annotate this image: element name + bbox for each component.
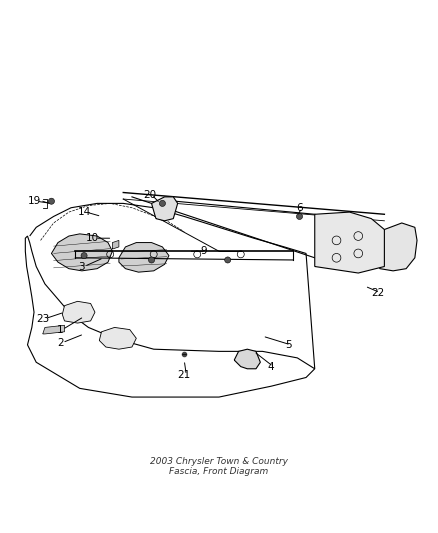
PathPatch shape [99,327,136,349]
Circle shape [48,198,54,204]
Text: 2: 2 [57,338,64,348]
Text: 4: 4 [268,361,275,372]
Text: 23: 23 [36,314,49,324]
Text: 2003 Chrysler Town & Country
Fascia, Front Diagram: 2003 Chrysler Town & Country Fascia, Fro… [150,457,288,477]
PathPatch shape [43,325,64,334]
Circle shape [148,257,155,263]
Circle shape [225,257,231,263]
PathPatch shape [234,349,260,369]
PathPatch shape [62,301,95,323]
Text: 10: 10 [86,233,99,243]
Text: 22: 22 [371,288,385,297]
Circle shape [81,253,87,259]
PathPatch shape [51,234,113,271]
Text: 9: 9 [201,246,207,256]
PathPatch shape [113,240,119,249]
Text: 6: 6 [296,203,303,213]
Text: 3: 3 [78,262,85,271]
PathPatch shape [315,212,385,273]
PathPatch shape [119,243,169,272]
Text: 1: 1 [57,325,64,335]
Text: 14: 14 [78,207,91,217]
PathPatch shape [371,223,417,271]
Text: 5: 5 [285,340,292,350]
PathPatch shape [152,197,178,221]
Circle shape [159,200,166,206]
Circle shape [297,213,303,220]
Text: 20: 20 [143,190,156,200]
Text: 19: 19 [28,196,41,206]
Text: 21: 21 [177,370,191,381]
